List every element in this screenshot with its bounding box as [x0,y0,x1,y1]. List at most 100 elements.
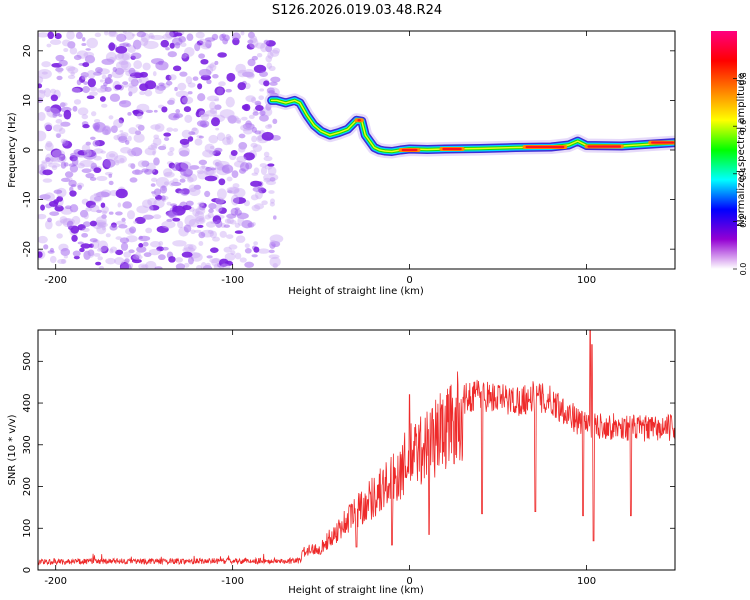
noise-blob [178,146,190,156]
noise-blob [56,133,61,139]
noise-blob [41,71,48,75]
bottom-x-ticks: -200 -100 0 100 [44,330,596,587]
noise-blob [105,233,111,238]
noise-blob [58,59,68,67]
noise-blob [83,212,89,220]
noise-blob [77,162,85,169]
noise-blob [226,186,240,194]
noise-blob [184,114,193,124]
noise-blob [260,166,268,176]
bottom-x-axis-label: Height of straight line (km) [288,585,424,596]
noise-blob [186,33,194,42]
noise-blob [150,142,158,149]
noise-blob [114,159,120,166]
noise-blob [172,65,182,72]
noise-blob [239,257,247,263]
noise-blob [183,168,193,178]
noise-blob [65,170,72,179]
noise-blob [200,201,205,206]
noise-blob [189,165,200,170]
noise-blob [71,87,81,93]
noise-blob [115,211,123,216]
noise-blob [254,130,262,135]
noise-blob [120,131,129,138]
noise-blob [118,224,128,229]
noise-blob [272,47,281,54]
noise-blob [231,32,241,41]
noise-blob [38,69,52,79]
bottom-y-axis-label: SNR (10 * v/v) [7,414,18,485]
noise-blob [170,203,178,207]
noise-blob [158,82,165,86]
noise-blob [144,147,157,156]
noise-blob [89,193,103,203]
colorbar-scale [711,31,737,269]
noise-blob [67,74,76,80]
noise-blob [104,86,112,93]
bottom-y-ticks: 0 100 200 300 400 500 [22,352,675,573]
noise-blob [82,227,90,232]
noise-blob [122,201,132,209]
noise-blob [123,251,131,258]
bottom-y-tick-label: 200 [22,477,33,496]
noise-blob [52,110,61,117]
colorbar: 0.0 0.2 0.4 0.6 0.8 Normalized spectral ampl… [711,31,748,275]
noise-blob [224,218,231,224]
noise-blob [162,168,173,177]
noise-blob [141,264,147,268]
noise-blob [63,255,68,259]
colorbar-tick-label: 0.4 [739,167,748,180]
colorbar-ticks: 0.0 0.2 0.4 0.6 0.8 [733,72,748,275]
noise-blob [129,226,137,234]
noise-blob [133,60,143,70]
noise-blob [95,191,110,198]
noise-blob [265,124,273,130]
noise-blob [219,263,231,269]
noise-blob [171,37,183,46]
noise-blob [204,143,215,153]
noise-blob [139,90,146,96]
top-y-tick-label: 10 [22,94,33,107]
noise-blob [168,97,176,103]
noise-blob [99,79,104,83]
noise-blob [187,82,196,88]
noise-blob [81,37,86,42]
noise-blob [108,180,114,186]
bottom-y-tick-label: 0 [22,567,33,573]
noise-blob [267,166,277,176]
noise-blob [120,263,132,269]
noise-blob [145,109,154,114]
noise-blob [77,150,88,156]
noise-blob [196,264,203,269]
noise-blob [172,128,179,132]
noise-blob [175,90,189,98]
noise-blob [39,194,51,200]
noise-blob [66,220,74,229]
noise-blob [161,195,166,201]
noise-blob [152,137,162,146]
noise-blob [53,189,63,194]
noise-blob [40,204,45,211]
noise-blob [133,133,145,143]
noise-blob [215,219,223,228]
noise-blob [270,76,281,83]
noise-blob [251,172,259,176]
noise-blob [60,177,71,183]
noise-blob [198,159,208,166]
noise-blob [72,105,78,112]
noise-blob [226,176,233,182]
noise-blob [165,31,174,39]
noise-blob [245,162,253,170]
noise-blob [58,127,66,135]
noise-blob [206,79,212,85]
noise-blob [163,132,172,137]
noise-blob [235,63,246,74]
noise-blob [47,162,61,168]
noise-blob [161,106,168,113]
noise-blob [255,104,264,111]
noise-blob [210,117,220,127]
noise-blob [101,74,107,80]
noise-blob [216,162,224,171]
noise-blob [167,151,174,157]
noise-blob [215,199,227,205]
